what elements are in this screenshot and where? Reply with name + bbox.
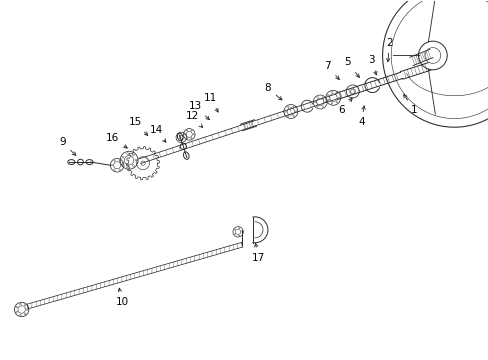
Text: 2: 2 [386, 37, 392, 62]
Text: 12: 12 [185, 111, 202, 127]
Text: 11: 11 [203, 93, 218, 112]
Text: 8: 8 [264, 84, 282, 100]
Text: 1: 1 [403, 94, 417, 115]
Text: 16: 16 [105, 133, 127, 148]
Text: 17: 17 [251, 243, 264, 263]
Text: 5: 5 [344, 58, 359, 77]
Text: 15: 15 [128, 117, 147, 135]
Text: 10: 10 [116, 288, 129, 306]
Text: 7: 7 [324, 62, 339, 80]
Text: 6: 6 [338, 98, 351, 115]
Text: 4: 4 [358, 106, 365, 127]
Text: 3: 3 [367, 55, 376, 75]
Text: 9: 9 [59, 137, 76, 156]
Text: 14: 14 [149, 125, 165, 142]
Text: 13: 13 [188, 101, 209, 120]
